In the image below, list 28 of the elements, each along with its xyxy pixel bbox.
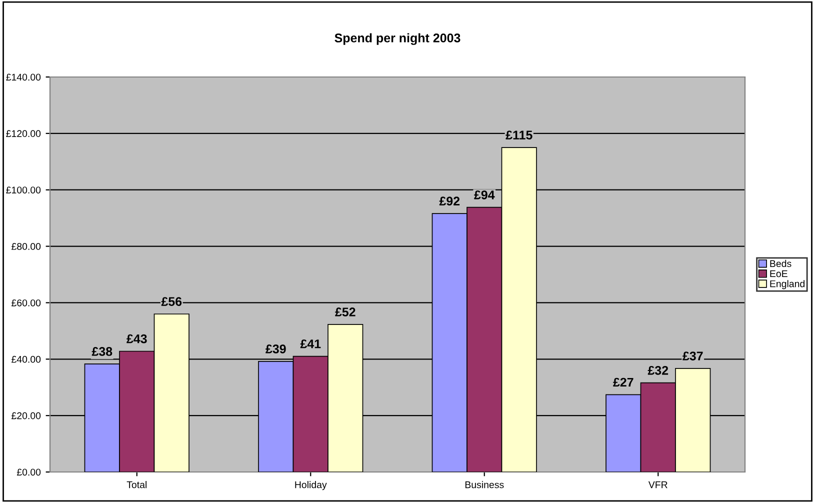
- data-label: £32: [648, 366, 668, 375]
- x-tick-label: Holiday: [295, 481, 327, 490]
- y-tick-label: £40.00: [12, 356, 41, 363]
- y-tick-label: £80.00: [12, 243, 41, 250]
- x-tick-label: Business: [465, 481, 504, 488]
- y-tick-label: £100.00: [6, 186, 41, 194]
- data-label: £94: [474, 190, 495, 200]
- data-label: £43: [126, 334, 147, 344]
- y-tick-label: £20.00: [12, 412, 41, 420]
- legend-label: Beds: [770, 260, 792, 268]
- data-label: £52: [335, 308, 356, 316]
- data-label: £39: [266, 344, 286, 354]
- data-label: £115: [506, 130, 532, 140]
- data-label: £56: [161, 297, 182, 306]
- y-tick-label: £120.00: [6, 130, 41, 138]
- data-label: £27: [613, 378, 634, 387]
- y-tick-label: £140.00: [6, 74, 41, 81]
- data-label: £92: [439, 196, 460, 206]
- data-label: £37: [682, 352, 703, 360]
- y-tick-label: £60.00: [12, 299, 41, 306]
- chart-title: Spend per night 2003: [334, 33, 460, 45]
- data-label: £41: [300, 339, 321, 348]
- y-tick-label: £0.00: [16, 468, 41, 476]
- data-label: £38: [92, 347, 112, 356]
- legend-label: England: [770, 280, 805, 290]
- legend-label: EoE: [770, 270, 788, 278]
- x-tick-label: VFR: [648, 481, 668, 488]
- x-tick-label: Total: [126, 481, 146, 488]
